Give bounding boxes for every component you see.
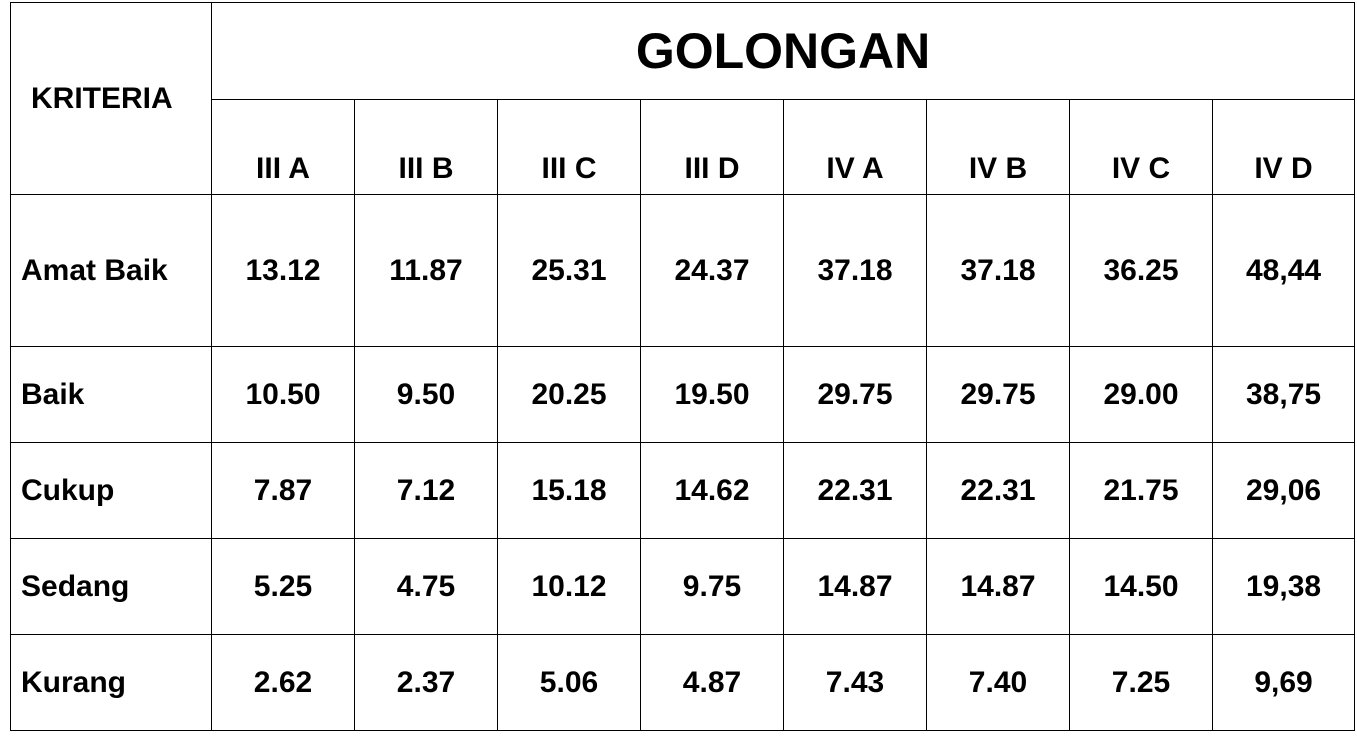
table-cell: 7.25 [1069, 634, 1213, 731]
table-row: Sedang 5.25 4.75 10.12 9.75 14.87 14.87 … [10, 538, 1356, 635]
table-cell: 22.31 [926, 442, 1070, 539]
row-label: Cukup [10, 442, 212, 539]
table-cell: 7.40 [926, 634, 1070, 731]
table-cell: 4.75 [354, 538, 498, 635]
table-cell: 9,69 [1211, 634, 1356, 731]
golongan-table: KRITERIA GOLONGAN III A III B III C III … [10, 2, 1356, 731]
table-cell: 29,06 [1211, 442, 1356, 539]
table-cell: 11.87 [354, 194, 498, 347]
table-cell: 2.37 [354, 634, 498, 731]
table-cell: 48,44 [1211, 194, 1356, 347]
table-row: Baik 10.50 9.50 20.25 19.50 29.75 29.75 … [10, 346, 1356, 443]
row-label: Baik [10, 346, 212, 443]
table-cell: 2.62 [211, 634, 355, 731]
table-cell: 5.25 [211, 538, 355, 635]
table-cell: 20.25 [497, 346, 641, 443]
table-cell: 22.31 [783, 442, 927, 539]
table-cell: 37.18 [926, 194, 1070, 347]
table-cell: 9.75 [640, 538, 784, 635]
table-cell: 14.62 [640, 442, 784, 539]
column-header: IV D [1211, 99, 1356, 195]
table-cell: 21.75 [1069, 442, 1213, 539]
column-header: III A [211, 99, 355, 195]
golongan-header: GOLONGAN [210, 2, 1356, 100]
table-cell: 14.87 [783, 538, 927, 635]
table-cell: 7.12 [354, 442, 498, 539]
table-cell: 25.31 [497, 194, 641, 347]
row-label: Amat Baik [10, 194, 212, 347]
row-label: Kurang [10, 634, 212, 731]
table-cell: 10.12 [497, 538, 641, 635]
table-cell: 19,38 [1211, 538, 1356, 635]
column-header: IV B [926, 99, 1070, 195]
table-cell: 29.75 [783, 346, 927, 443]
table-cell: 14.87 [926, 538, 1070, 635]
table-cell: 15.18 [497, 442, 641, 539]
table-row: Kurang 2.62 2.37 5.06 4.87 7.43 7.40 7.2… [10, 634, 1356, 731]
column-header: III B [354, 99, 498, 195]
column-header: III D [640, 99, 784, 195]
table-cell: 36.25 [1069, 194, 1213, 347]
table-header-row-top: KRITERIA GOLONGAN [10, 2, 1356, 195]
table-cell: 14.50 [1069, 538, 1213, 635]
kriteria-header: KRITERIA [10, 2, 212, 195]
column-header: IV A [783, 99, 927, 195]
table-cell: 7.87 [211, 442, 355, 539]
table-cell: 10.50 [211, 346, 355, 443]
table-cell: 5.06 [497, 634, 641, 731]
table-cell: 9.50 [354, 346, 498, 443]
table-cell: 29.75 [926, 346, 1070, 443]
column-header: IV C [1069, 99, 1213, 195]
table-row: Cukup 7.87 7.12 15.18 14.62 22.31 22.31 … [10, 442, 1356, 539]
table-cell: 38,75 [1211, 346, 1356, 443]
table-cell: 7.43 [783, 634, 927, 731]
table-cell: 19.50 [640, 346, 784, 443]
table-cell: 29.00 [1069, 346, 1213, 443]
table-row: Amat Baik 13.12 11.87 25.31 24.37 37.18 … [10, 194, 1356, 347]
table-header-row-columns: III A III B III C III D IV A IV B IV C I… [11, 99, 1356, 195]
table-cell: 13.12 [211, 194, 355, 347]
table-cell: 37.18 [783, 194, 927, 347]
column-header: III C [497, 99, 641, 195]
row-label: Sedang [10, 538, 212, 635]
table-cell: 4.87 [640, 634, 784, 731]
table-cell: 24.37 [640, 194, 784, 347]
